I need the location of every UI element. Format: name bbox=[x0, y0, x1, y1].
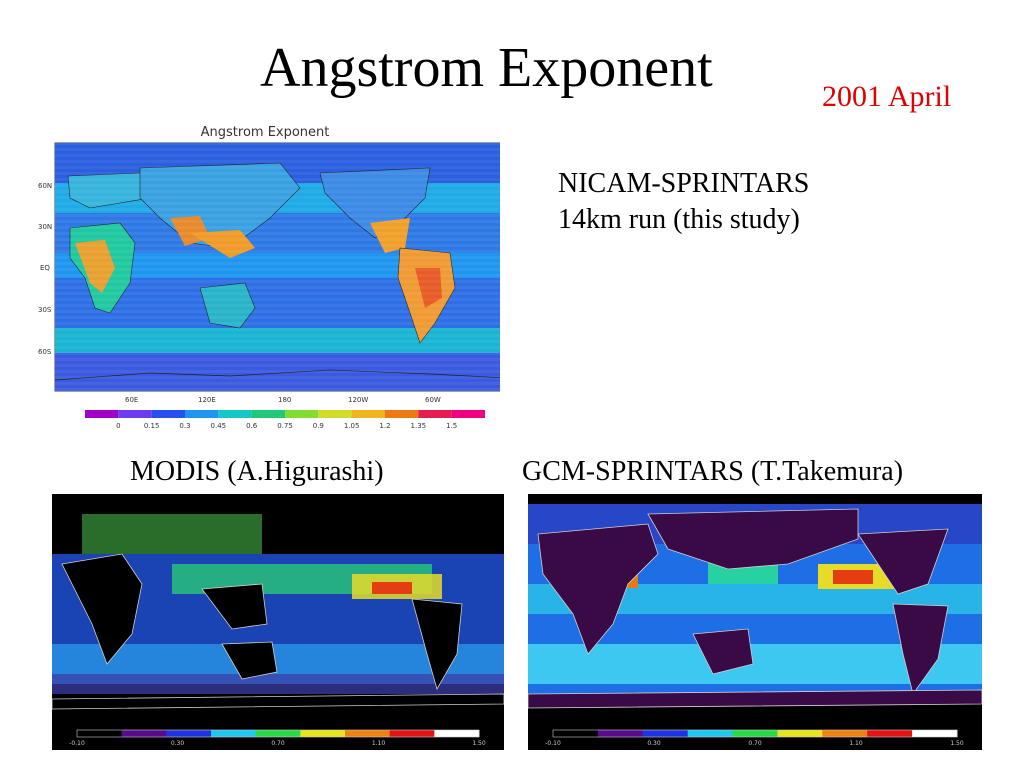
nicam-colorbar-labels: 0 0.15 0.3 0.45 0.6 0.75 0.9 1.05 1.2 1.35 1.5 bbox=[116, 422, 457, 430]
colorbar-segment bbox=[211, 730, 257, 737]
nicam-label-line1: NICAM-SPRINTARS bbox=[558, 168, 810, 199]
lon-tick: 60W bbox=[425, 396, 441, 404]
colorbar-segment bbox=[151, 410, 185, 418]
colorbar-tick-label: 1.10 bbox=[372, 740, 386, 747]
lon-tick: 120E bbox=[198, 396, 216, 404]
colorbar-segment bbox=[285, 410, 319, 418]
colorbar-tick-label: 1.05 bbox=[344, 422, 360, 430]
modis-map-figure: -0.10 0.30 0.70 1.10 1.50 bbox=[52, 494, 504, 750]
colorbar-segment bbox=[867, 730, 913, 737]
colorbar-tick-label: 0.6 bbox=[246, 422, 258, 430]
gcm-caption: GCM-SPRINTARS (T.Takemura) bbox=[522, 456, 904, 487]
gcm-colorbar bbox=[552, 729, 958, 738]
colorbar-segment bbox=[185, 410, 219, 418]
colorbar-segment bbox=[300, 730, 346, 737]
colorbar-tick-label: 0.3 bbox=[179, 422, 190, 430]
lat-tick: EQ bbox=[40, 264, 50, 272]
lat-tick: 60S bbox=[38, 348, 52, 356]
colorbar-tick-label: 0.30 bbox=[647, 740, 661, 747]
colorbar-tick-label: 1.50 bbox=[472, 740, 486, 747]
colorbar-tick-label: 1.35 bbox=[411, 422, 427, 430]
colorbar-segment bbox=[389, 730, 435, 737]
colorbar-segment bbox=[218, 410, 252, 418]
nicam-colorbar bbox=[85, 410, 485, 418]
date-label: 2001 April bbox=[822, 80, 952, 113]
colorbar-segment bbox=[732, 730, 778, 737]
colorbar-segment bbox=[318, 410, 352, 418]
colorbar-segment bbox=[385, 410, 419, 418]
nicam-description: NICAM-SPRINTARS 14km run (this study) bbox=[558, 166, 809, 238]
lon-tick: 120W bbox=[348, 396, 368, 404]
colorbar-segment bbox=[553, 730, 599, 737]
lon-tick: 60E bbox=[125, 396, 138, 404]
colorbar-tick-label: 1.2 bbox=[379, 422, 390, 430]
colorbar-segment bbox=[121, 730, 167, 737]
colorbar-segment bbox=[777, 730, 823, 737]
colorbar-tick-label: 0.75 bbox=[277, 422, 293, 430]
nicam-label-line2: 14km run (this study) bbox=[558, 204, 800, 235]
colorbar-tick-label: 0.70 bbox=[271, 740, 285, 747]
colorbar-segment bbox=[642, 730, 689, 737]
colorbar-tick-label: 0 bbox=[116, 422, 120, 430]
lat-tick: 30S bbox=[38, 306, 52, 314]
colorbar-segment bbox=[118, 410, 152, 418]
nicam-map-area bbox=[54, 142, 500, 392]
lat-tick: 30N bbox=[38, 223, 52, 231]
colorbar-frame bbox=[76, 729, 480, 738]
colorbar-tick-label: 1.50 bbox=[950, 740, 964, 747]
gcm-map-area bbox=[528, 504, 982, 709]
colorbar-segment bbox=[255, 730, 301, 737]
colorbar-segment bbox=[418, 410, 452, 418]
modis-colorbar-labels: -0.10 0.30 0.70 1.10 1.50 bbox=[69, 740, 486, 747]
modis-map-area bbox=[52, 514, 504, 710]
colorbar-segment bbox=[597, 730, 644, 737]
nicam-lat-axis: 60N 30N EQ 30S 60S bbox=[38, 182, 52, 356]
colorbar-tick-label: 1.10 bbox=[849, 740, 863, 747]
gcm-colorbar-labels: -0.10 0.30 0.70 1.10 1.50 bbox=[545, 740, 964, 747]
modis-colorbar bbox=[76, 729, 480, 738]
colorbar-segment bbox=[77, 730, 123, 737]
colorbar-segment bbox=[451, 410, 485, 418]
colorbar-segment bbox=[434, 730, 480, 737]
colorbar-segment bbox=[822, 730, 868, 737]
colorbar-tick-label: 0.45 bbox=[211, 422, 227, 430]
nicam-plot-title: Angstrom Exponent bbox=[201, 125, 330, 140]
colorbar-tick-label: -0.10 bbox=[545, 740, 561, 747]
colorbar-segment bbox=[345, 730, 391, 737]
colorbar-segment bbox=[166, 730, 212, 737]
colorbar-segment bbox=[351, 410, 385, 418]
gcm-map-figure: -0.10 0.30 0.70 1.10 1.50 bbox=[528, 494, 982, 750]
colorbar-tick-label: -0.10 bbox=[69, 740, 85, 747]
modis-caption: MODIS (A.Higurashi) bbox=[130, 456, 384, 487]
colorbar-tick-label: 0.9 bbox=[313, 422, 324, 430]
slide-title: Angstrom Exponent bbox=[260, 37, 713, 99]
colorbar-tick-label: 1.5 bbox=[446, 422, 457, 430]
colorbar-tick-label: 0.15 bbox=[144, 422, 160, 430]
nicam-map-figure: Angstrom Exponent 60N 30N EQ bbox=[38, 125, 500, 430]
colorbar-segment bbox=[687, 730, 734, 737]
colorbar-segment bbox=[251, 410, 285, 418]
lat-tick: 60N bbox=[38, 182, 52, 190]
colorbar-frame bbox=[552, 729, 958, 738]
lon-tick: 180 bbox=[278, 396, 291, 404]
nicam-lon-axis: 60E 120E 180 120W 60W bbox=[125, 396, 441, 404]
colorbar-segment bbox=[85, 410, 119, 418]
colorbar-segment bbox=[912, 730, 958, 737]
colorbar-tick-label: 0.30 bbox=[171, 740, 185, 747]
colorbar-tick-label: 0.70 bbox=[748, 740, 762, 747]
